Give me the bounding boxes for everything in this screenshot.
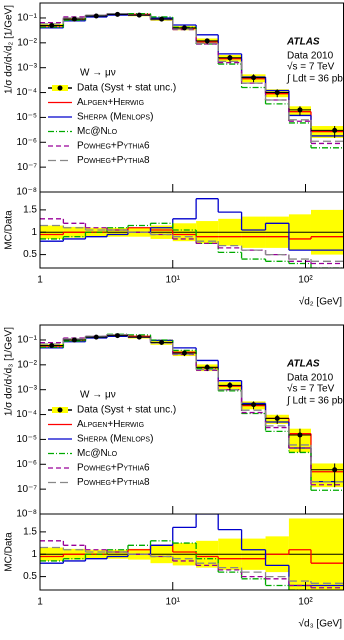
- data-point: [49, 22, 55, 28]
- legend-label: Data (Syst + stat unc.): [77, 83, 176, 94]
- data-point: [332, 127, 338, 133]
- legend-label: Mc@Nlo: [77, 126, 118, 137]
- annotation: √s = 7 TeV: [287, 61, 335, 73]
- legend-label: Sherpa (Menlops): [77, 434, 153, 445]
- x-tick-label: 10²: [298, 597, 313, 608]
- annotation: W → μν: [80, 68, 116, 79]
- annotation: ∫ Ldt = 36 pb⁻¹: [286, 396, 344, 407]
- y-axis-label: MC/Data: [4, 210, 15, 250]
- step-connector: [62, 225, 312, 262]
- y-tick-label: 1.5: [23, 527, 37, 538]
- legend-label: Sherpa (Menlops): [77, 112, 153, 123]
- y-tick-label: 1: [31, 227, 37, 238]
- y-tick-label: 10⁻⁷: [17, 484, 37, 495]
- y-tick-label: 10⁻⁵: [16, 112, 37, 123]
- y-tick-label: 0.5: [23, 249, 37, 260]
- ratio-panel: [40, 514, 344, 590]
- main-panel: [40, 11, 344, 149]
- data-point: [251, 402, 257, 408]
- annotation: √s = 7 TeV: [287, 383, 335, 395]
- data-point: [181, 350, 187, 356]
- data-point: [204, 38, 210, 44]
- data-point: [204, 364, 210, 370]
- y-tick-label: 10⁻⁴: [16, 409, 37, 420]
- annotation: ∫ Ldt = 36 pb⁻¹: [286, 74, 344, 85]
- legend-label: Powheg+Pythia8: [77, 477, 150, 488]
- data-point: [227, 55, 233, 61]
- x-tick-label: 10¹: [166, 597, 181, 608]
- main-panel: [40, 333, 344, 491]
- y-tick-label: 10⁻²: [17, 37, 37, 48]
- data-point: [136, 12, 142, 18]
- y-tick-label: 10⁻⁵: [16, 434, 37, 445]
- y-tick-label: 0.5: [23, 571, 37, 582]
- step-connector: [62, 514, 290, 586]
- y-tick-label: 10⁻⁴: [16, 87, 37, 98]
- data-point: [181, 25, 187, 31]
- legend-label: Alpgen+Herwig: [77, 419, 144, 430]
- x-tick-label: 10¹: [166, 275, 181, 286]
- legend-label: Mc@Nlo: [77, 448, 118, 459]
- y-axis-label: 1/σ dσ/d√d₃ [1/GeV]: [3, 327, 15, 416]
- legend-label: Alpgen+Herwig: [77, 97, 144, 108]
- data-point: [227, 382, 233, 388]
- data-point: [274, 415, 280, 421]
- uncertainty-band: [310, 463, 344, 488]
- legend-label: Powheg+Pythia6: [77, 463, 150, 474]
- legend-label: Data (Syst + stat unc.): [77, 405, 176, 416]
- x-axis-label: √d₂ [GeV]: [299, 296, 342, 308]
- x-tick-label: 1: [37, 597, 43, 608]
- annotation: ATLAS: [286, 359, 320, 370]
- annotation: Data 2010: [287, 373, 334, 384]
- data-point: [159, 339, 165, 345]
- y-tick-label: 10⁻¹: [17, 335, 37, 346]
- legend-marker: [57, 85, 63, 91]
- y-tick-label: 10⁻³: [17, 62, 37, 73]
- legend-label: Powheg+Pythia8: [77, 155, 150, 166]
- y-tick-label: 10⁻⁷: [17, 162, 37, 173]
- step-connector: [62, 13, 312, 142]
- data-point: [136, 334, 142, 340]
- legend-label: Powheg+Pythia6: [77, 141, 150, 152]
- data-point: [115, 333, 121, 339]
- y-tick-label: 10⁻³: [17, 384, 37, 395]
- data-point: [71, 16, 77, 22]
- data-point: [274, 90, 280, 96]
- data-point: [251, 75, 257, 81]
- data-point: [297, 432, 303, 438]
- data-point: [115, 11, 121, 17]
- y-axis-label: MC/Data: [4, 532, 15, 572]
- data-point: [49, 342, 55, 348]
- data-point: [297, 107, 303, 113]
- y-tick-label: 1.5: [23, 205, 37, 216]
- y-tick-label: 10⁻¹: [17, 13, 37, 24]
- x-tick-label: 10²: [298, 275, 313, 286]
- legend-marker: [57, 407, 63, 413]
- x-axis-label: √d₃ [GeV]: [299, 618, 343, 630]
- data-point: [71, 337, 77, 343]
- data-point: [93, 13, 99, 19]
- annotation: ATLAS: [286, 37, 320, 48]
- y-tick-label: 1: [31, 549, 37, 560]
- data-point: [159, 16, 165, 22]
- y-axis-label: 1/σ dσ/d√d₂ [1/GeV]: [3, 5, 15, 94]
- x-tick-label: 1: [37, 275, 43, 286]
- step-connector: [62, 547, 312, 584]
- annotation: W → μν: [80, 390, 116, 401]
- y-tick-label: 10⁻⁶: [16, 459, 37, 470]
- y-tick-label: 10⁻²: [17, 359, 37, 370]
- annotation: Data 2010: [287, 51, 334, 62]
- y-tick-label: 10⁻⁶: [16, 137, 37, 148]
- y-tick-label: 10⁻⁸: [16, 187, 37, 198]
- y-tick-label: 10⁻⁸: [16, 509, 37, 520]
- data-point: [332, 467, 338, 473]
- ratio-panel: [40, 198, 344, 268]
- data-point: [93, 334, 99, 340]
